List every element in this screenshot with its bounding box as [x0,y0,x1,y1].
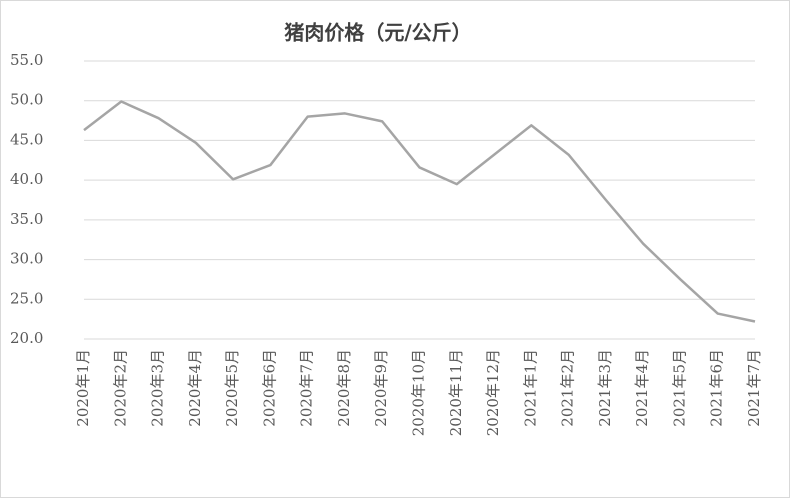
x-tick-label: 2020年9月 [372,349,390,427]
x-tick-label: 2020年8月 [335,349,353,427]
x-tick-label: 2020年11月 [447,349,465,436]
x-tick-label: 2020年3月 [149,349,167,427]
x-tick-label: 2020年4月 [186,349,204,427]
x-tick-label: 2020年12月 [484,349,502,436]
x-tick-label: 2020年6月 [260,349,278,427]
x-tick-label: 2021年4月 [633,349,651,427]
y-tick-label: 25.0 [10,289,43,307]
x-tick-label: 2020年5月 [223,349,241,427]
x-tick-label: 2020年7月 [298,349,316,427]
x-tick-label: 2020年2月 [111,349,129,427]
x-tick-label: 2021年3月 [596,349,614,427]
y-tick-label: 40.0 [10,170,43,188]
y-tick-label: 45.0 [10,130,43,148]
x-tick-label: 2020年10月 [410,349,428,436]
x-tick-label: 2020年1月 [74,349,92,427]
x-tick-label: 2021年2月 [559,349,577,427]
x-tick-label: 2021年7月 [745,349,763,427]
y-tick-label: 50.0 [10,91,43,109]
data-line [83,100,756,323]
y-tick-label: 35.0 [10,210,43,228]
x-tick-label: 2021年1月 [521,349,539,427]
x-tick-label: 2021年6月 [708,349,726,427]
y-tick-label: 20.0 [10,329,43,347]
x-tick-label: 2021年5月 [670,349,688,427]
y-tick-label: 30.0 [10,250,43,268]
y-tick-label: 55.0 [10,51,43,69]
chart-title: 猪肉价格（元/公斤） [284,21,471,45]
